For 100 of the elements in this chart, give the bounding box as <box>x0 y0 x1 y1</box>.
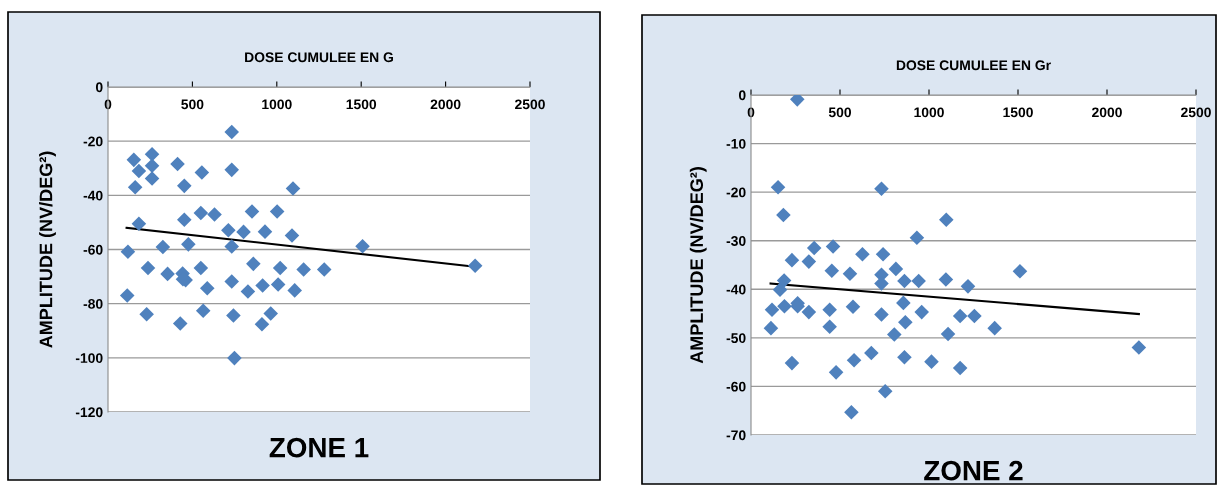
point <box>938 212 954 228</box>
point <box>960 279 976 294</box>
point <box>199 280 215 296</box>
y-tick-label: -20 <box>726 187 746 198</box>
point <box>897 350 912 365</box>
point <box>784 355 800 371</box>
point <box>177 178 192 194</box>
point <box>126 152 142 168</box>
point <box>131 216 147 232</box>
point <box>270 277 286 292</box>
point <box>1012 264 1028 279</box>
point <box>144 146 160 162</box>
point <box>824 263 840 279</box>
y-tick-label: -80 <box>83 299 103 309</box>
point <box>221 222 236 238</box>
point <box>864 345 879 361</box>
point <box>987 320 1002 336</box>
x-tick-label: 1500 <box>346 99 377 110</box>
x-tick-label: 0 <box>747 107 755 118</box>
y-tick-label: -70 <box>726 430 746 441</box>
point <box>1131 340 1147 355</box>
point <box>177 212 192 227</box>
y-tick-label: -120 <box>75 407 103 418</box>
point <box>764 302 780 317</box>
y-tick-label: -50 <box>726 333 746 344</box>
point <box>131 163 147 179</box>
x-axis-title: DOSE CUMULEE EN Gr <box>896 60 1051 71</box>
point <box>875 247 891 262</box>
point <box>296 262 311 277</box>
point <box>285 181 301 196</box>
y-axis-title: AMPLITUDE (NV/DEG²) <box>39 151 56 348</box>
point <box>822 302 837 317</box>
point <box>772 282 788 298</box>
y-tick-label: -60 <box>726 381 746 392</box>
point <box>254 316 270 332</box>
point <box>244 204 260 219</box>
x-tick-label: 1500 <box>1003 107 1033 118</box>
point <box>897 273 912 289</box>
point <box>160 266 175 282</box>
y-tick-label: -10 <box>726 138 746 149</box>
point <box>269 204 285 219</box>
point <box>825 239 841 254</box>
point <box>855 247 870 262</box>
point <box>263 306 279 321</box>
x-axis-title: DOSE CUMULEE EN G <box>245 52 393 63</box>
point <box>770 180 786 195</box>
x-tick-label: 2000 <box>1092 107 1122 118</box>
point <box>140 260 156 276</box>
point <box>287 283 302 298</box>
point <box>224 162 240 178</box>
point <box>120 244 136 259</box>
point <box>272 260 288 276</box>
text: ZONE 1 <box>269 437 369 458</box>
point <box>845 299 861 315</box>
point <box>119 288 135 303</box>
point <box>355 238 370 254</box>
point <box>246 256 261 272</box>
point <box>316 262 332 277</box>
y-tick-label: -30 <box>726 236 746 246</box>
point <box>144 171 160 186</box>
point <box>227 350 242 366</box>
point <box>801 304 817 320</box>
point <box>874 181 889 197</box>
y-tick-label: -100 <box>75 353 103 363</box>
point <box>909 230 925 246</box>
point <box>842 266 858 282</box>
point <box>194 165 210 180</box>
x-tick-label: 2500 <box>1181 107 1211 118</box>
point <box>172 316 188 331</box>
y-tick-label: -60 <box>83 244 103 255</box>
x-tick-label: 500 <box>828 107 852 118</box>
point <box>888 261 904 277</box>
point <box>763 320 779 336</box>
point <box>914 304 929 320</box>
point <box>967 308 982 324</box>
x-tick-label: 500 <box>181 99 204 110</box>
point <box>193 205 209 221</box>
point <box>898 315 913 330</box>
point <box>784 252 800 268</box>
point <box>226 308 241 323</box>
point <box>240 284 256 299</box>
point <box>224 274 240 289</box>
point <box>181 237 196 252</box>
x-tick-label: 1000 <box>914 107 944 118</box>
point <box>846 352 862 368</box>
point <box>224 124 240 140</box>
point <box>776 207 791 223</box>
point <box>777 299 792 314</box>
point <box>952 360 968 376</box>
y-axis-title: AMPLITUDE (NV/DEG²) <box>689 167 707 364</box>
point <box>467 258 483 274</box>
x-tick-label: 2000 <box>430 99 461 110</box>
point <box>806 240 822 256</box>
point <box>938 272 954 287</box>
x-tick-label: 2500 <box>515 99 545 110</box>
y-tick-label: -40 <box>83 190 103 201</box>
point <box>877 384 893 399</box>
point <box>255 278 270 293</box>
point <box>139 306 154 322</box>
point <box>896 295 911 311</box>
